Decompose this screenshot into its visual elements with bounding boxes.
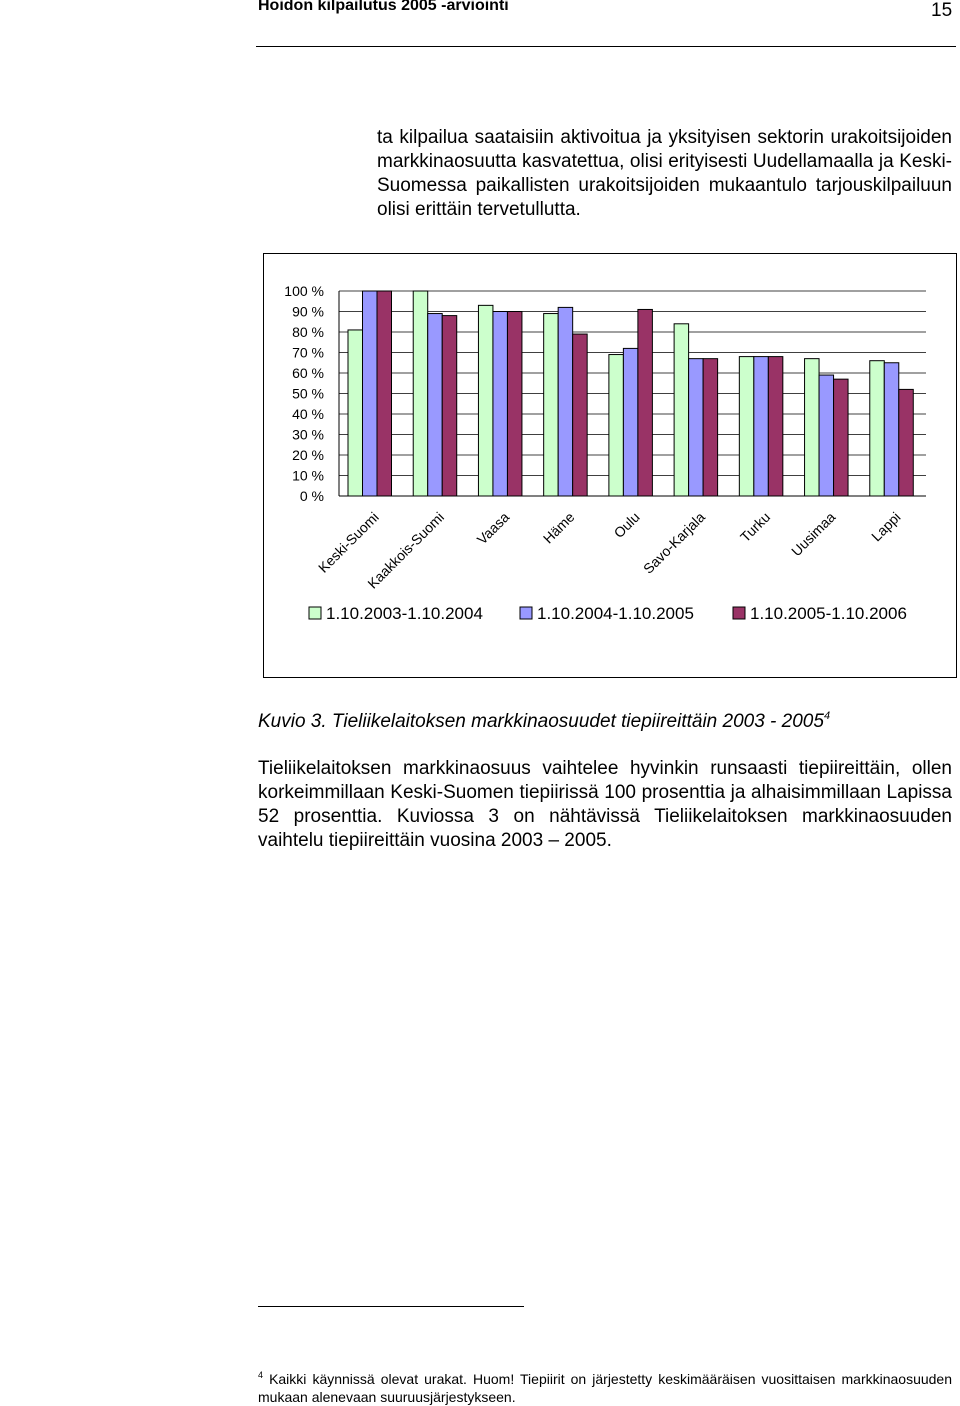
x-tick-label: Vaasa bbox=[474, 509, 513, 548]
x-tick-label: Lappi bbox=[868, 509, 904, 545]
bar bbox=[753, 356, 769, 497]
x-tick-label: Häme bbox=[540, 509, 578, 547]
caption-footnote-ref: 4 bbox=[823, 710, 831, 722]
bar bbox=[898, 388, 914, 497]
bar bbox=[702, 358, 719, 497]
bar bbox=[804, 358, 820, 497]
bar bbox=[347, 329, 363, 497]
y-tick-label: 70 % bbox=[292, 345, 324, 361]
bar bbox=[427, 313, 443, 497]
bar bbox=[492, 311, 508, 497]
bar bbox=[557, 306, 574, 497]
intro-paragraph: ta kilpailua saataisiin aktivoitua ja yk… bbox=[377, 127, 952, 220]
page-number: 15 bbox=[931, 0, 953, 21]
bar bbox=[362, 290, 378, 497]
y-tick-label: 80 % bbox=[292, 324, 324, 340]
x-tick-label: Oulu bbox=[611, 509, 643, 541]
y-tick-label: 30 % bbox=[292, 427, 324, 443]
y-tick-label: 0 % bbox=[300, 488, 324, 504]
legend-swatch bbox=[519, 606, 533, 620]
bar bbox=[637, 308, 653, 497]
bar bbox=[738, 356, 755, 497]
y-tick-label: 40 % bbox=[292, 406, 324, 422]
caption-text: Kuvio 3. Tieliikelaitoksen markkinaosuud… bbox=[258, 711, 824, 732]
y-tick-label: 50 % bbox=[292, 386, 324, 402]
bar bbox=[376, 290, 392, 497]
y-tick-label: 90 % bbox=[292, 304, 324, 320]
x-tick-label: Savo-Karjala bbox=[640, 509, 708, 577]
footnote: 4 Kaikki käynnissä olevat urakat. Huom! … bbox=[258, 1366, 952, 1406]
bar bbox=[869, 360, 885, 497]
footnote-text: Kaikki käynnissä olevat urakat. Huom! Ti… bbox=[258, 1371, 953, 1405]
header-divider bbox=[256, 46, 956, 47]
y-tick-label: 100 % bbox=[284, 283, 324, 299]
y-tick-label: 20 % bbox=[292, 447, 324, 463]
x-tick-label: Keski-Suomi bbox=[315, 509, 382, 576]
bar bbox=[767, 356, 784, 497]
legend-swatch bbox=[308, 606, 322, 620]
bar bbox=[622, 347, 639, 497]
body-paragraph: Tieliikelaitoksen markkinaosuus vaihtele… bbox=[258, 758, 952, 851]
bar bbox=[833, 378, 849, 497]
bar bbox=[608, 354, 624, 497]
footnote-divider bbox=[258, 1306, 524, 1307]
bar bbox=[673, 323, 690, 497]
x-tick-label: Uusimaa bbox=[788, 509, 839, 560]
y-tick-label: 60 % bbox=[292, 365, 324, 381]
bar bbox=[412, 290, 429, 497]
bar bbox=[506, 311, 523, 497]
x-tick-label: Turku bbox=[737, 509, 773, 545]
bar bbox=[543, 313, 559, 497]
bar bbox=[441, 315, 458, 497]
legend-label: 1.10.2004-1.10.2005 bbox=[537, 604, 694, 623]
bar bbox=[818, 374, 835, 497]
bar bbox=[688, 358, 704, 497]
chart-frame bbox=[263, 253, 957, 678]
legend-swatch bbox=[732, 606, 746, 620]
running-header-title: Hoidon kilpailutus 2005 -arviointi bbox=[258, 0, 509, 14]
footnote-number: 4 bbox=[258, 1370, 264, 1380]
bar bbox=[477, 304, 494, 497]
market-share-bar-chart: 100 % 90 % 80 % 70 % 60 % 50 % 40 % 30 % 20 % 10 … bbox=[284, 283, 926, 623]
figure-caption: Kuvio 3. Tieliikelaitoksen markkinaosuud… bbox=[258, 710, 830, 733]
y-tick-label: 10 % bbox=[292, 468, 324, 484]
bar bbox=[572, 333, 588, 497]
bar bbox=[883, 362, 900, 497]
legend-label: 1.10.2003-1.10.2004 bbox=[326, 604, 483, 623]
legend-label: 1.10.2005-1.10.2006 bbox=[750, 604, 907, 623]
